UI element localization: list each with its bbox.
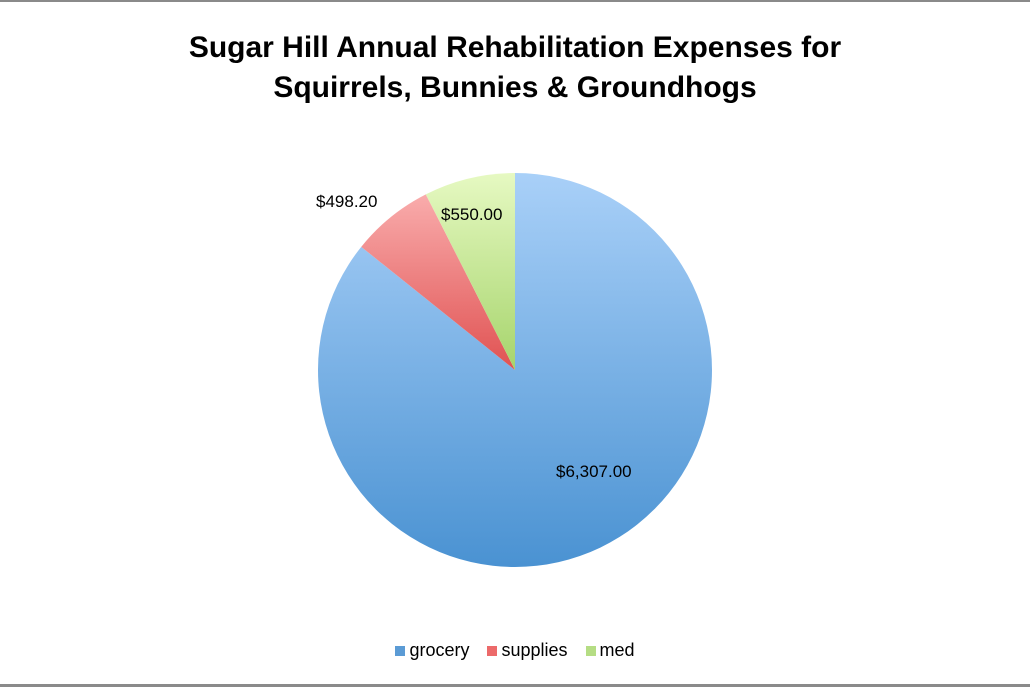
legend-label-med: med [599, 640, 635, 660]
chart-title-line2: Squirrels, Bunnies & Groundhogs [273, 71, 757, 104]
legend-swatch-grocery [395, 645, 406, 656]
legend: grocery supplies med [0, 640, 1030, 661]
chart-title-line1: Sugar Hill Annual Rehabilitation Expense… [188, 31, 842, 64]
data-label-grocery: $6,307.00 [556, 462, 632, 481]
legend-label-grocery: grocery [409, 640, 470, 660]
legend-item-med: med [585, 640, 635, 661]
frame-top-border [0, 0, 1030, 2]
frame-bottom-border [0, 684, 1030, 687]
chart-title: Sugar Hill Annual Rehabilitation Expense… [0, 28, 1030, 108]
data-label-supplies: $498.20 [316, 192, 377, 211]
pie-slice-supplies [361, 194, 515, 370]
legend-swatch-supplies [487, 645, 498, 656]
legend-label-supplies: supplies [501, 640, 568, 660]
legend-swatch-med [585, 645, 596, 656]
legend-item-grocery: grocery [395, 640, 469, 661]
data-label-med: $550.00 [441, 205, 502, 224]
pie-slice-med [425, 173, 515, 370]
legend-item-supplies: supplies [487, 640, 568, 661]
